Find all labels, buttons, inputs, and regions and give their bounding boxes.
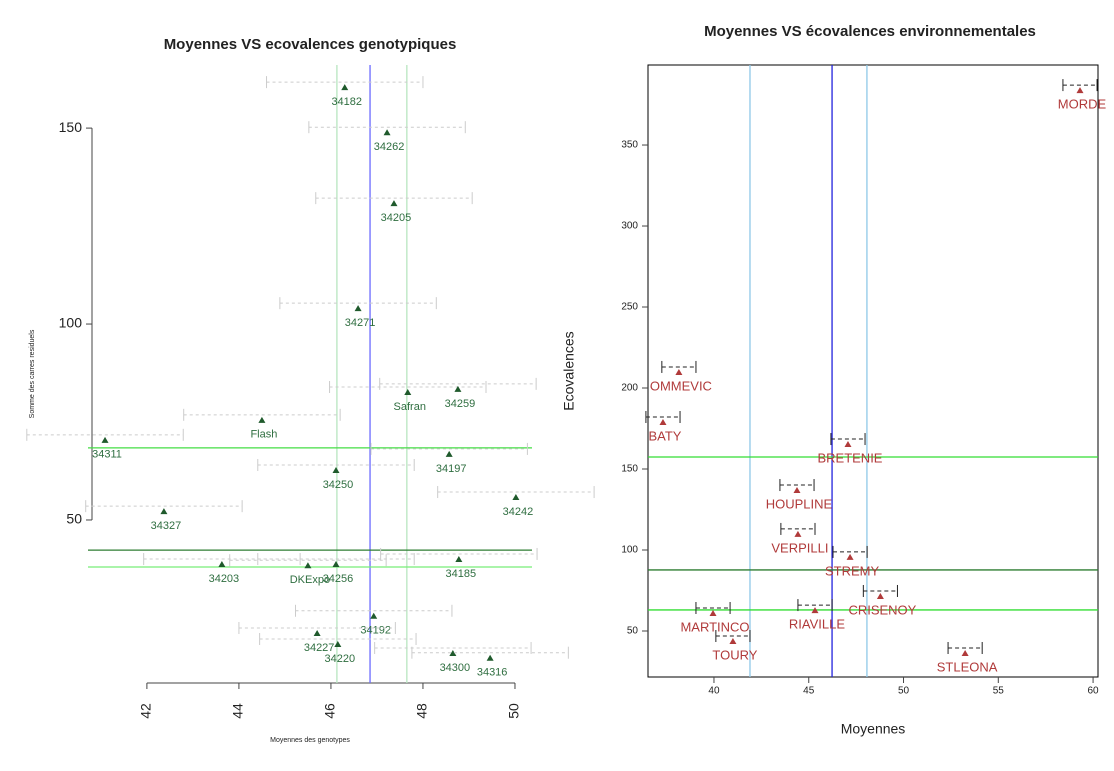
- x-tick-label: 44: [230, 703, 246, 719]
- point: [332, 561, 340, 568]
- point-label: MARTINCO: [680, 619, 749, 634]
- point-label: HOUPLINE: [766, 496, 833, 511]
- point: [675, 368, 683, 375]
- point: [313, 630, 321, 637]
- point: [793, 487, 801, 494]
- x-tick-label: 45: [803, 686, 815, 697]
- point-label: 34205: [381, 212, 412, 224]
- point-label: 34227: [304, 642, 335, 654]
- point-label: 34316: [477, 667, 508, 679]
- point-label: TOURY: [712, 647, 757, 662]
- point: [101, 436, 109, 443]
- point: [512, 494, 520, 501]
- y-tick-label: 200: [621, 383, 638, 394]
- y-tick-label: 250: [621, 302, 638, 313]
- point-label: 34327: [151, 520, 182, 532]
- point: [383, 129, 391, 136]
- point: [390, 200, 398, 207]
- point-label: 34220: [325, 653, 356, 665]
- point: [404, 389, 412, 396]
- point-label: 34182: [331, 96, 362, 108]
- x-tick-label: 50: [898, 686, 910, 697]
- point-label: 34311: [92, 449, 122, 461]
- point-label: 34262: [374, 141, 405, 153]
- point: [844, 441, 852, 448]
- x-tick-label: 50: [506, 703, 522, 719]
- point-label: OMMEVIC: [650, 378, 712, 393]
- chart-title: Moyennes VS ecovalences genotypiques: [164, 36, 457, 53]
- point-label: RIAVILLE: [789, 617, 845, 632]
- point: [218, 561, 226, 568]
- point-label: BRETENIE: [817, 450, 882, 465]
- point-label: DKExpo: [290, 574, 330, 586]
- y-tick-label: 50: [66, 511, 82, 527]
- y-tick-label: 100: [621, 545, 638, 556]
- point: [341, 84, 349, 91]
- point-label: 34185: [446, 568, 477, 580]
- point-label: 34259: [445, 398, 476, 410]
- point-label: 34250: [323, 479, 354, 491]
- point: [846, 553, 854, 560]
- point-label: STLEONA: [937, 659, 998, 674]
- point: [454, 385, 462, 392]
- point-label: Flash: [250, 429, 277, 441]
- point-label: CRISENOY: [848, 602, 916, 617]
- y-axis-label: Ecovalences: [561, 331, 577, 410]
- point-label: 34242: [503, 506, 534, 518]
- point: [449, 650, 457, 657]
- point: [1076, 87, 1084, 94]
- point: [332, 466, 340, 473]
- y-tick-label: 350: [621, 140, 638, 151]
- point: [160, 508, 168, 515]
- point-label: 34271: [345, 317, 376, 329]
- x-tick-label: 46: [322, 703, 338, 719]
- point: [334, 640, 342, 647]
- point-label: 34203: [209, 573, 240, 585]
- y-tick-label: 50: [627, 626, 639, 637]
- point-label: 34192: [360, 625, 391, 637]
- x-tick-label: 42: [138, 703, 154, 719]
- point: [258, 416, 266, 423]
- x-tick-label: 48: [414, 703, 430, 719]
- point-label: 34197: [436, 463, 467, 475]
- point: [659, 418, 667, 425]
- point: [729, 638, 737, 645]
- point-label: Safran: [394, 401, 426, 413]
- x-tick-label: 55: [993, 686, 1005, 697]
- point: [794, 530, 802, 537]
- point: [486, 654, 494, 661]
- x-tick-label: 60: [1088, 686, 1100, 697]
- x-axis-label: Moyennes: [841, 721, 906, 737]
- point: [304, 562, 312, 569]
- y-tick-label: 150: [621, 464, 638, 475]
- y-tick-label: 300: [621, 221, 638, 232]
- y-tick-label: 100: [59, 315, 83, 331]
- point-label: 34300: [440, 662, 471, 674]
- point: [876, 592, 884, 599]
- point-label: 34256: [323, 573, 354, 585]
- y-tick-label: 150: [59, 119, 83, 135]
- plot-frame: [647, 64, 1099, 678]
- point-label: MORDE: [1058, 97, 1107, 112]
- point: [961, 649, 969, 656]
- x-tick-label: 40: [708, 686, 720, 697]
- point-label: VERPILLI: [771, 540, 828, 555]
- point: [811, 607, 819, 614]
- point: [370, 612, 378, 619]
- point-label: STREMY: [825, 563, 880, 578]
- point: [455, 555, 463, 562]
- point: [709, 609, 717, 616]
- point: [354, 305, 362, 312]
- chart-title: Moyennes VS écovalences environnementale…: [704, 23, 1036, 40]
- x-axis-label: Moyennes des genotypes: [270, 737, 350, 744]
- y-axis-label: Somme des carres residuels: [29, 329, 36, 418]
- point: [445, 450, 453, 457]
- point-label: BATY: [648, 428, 681, 443]
